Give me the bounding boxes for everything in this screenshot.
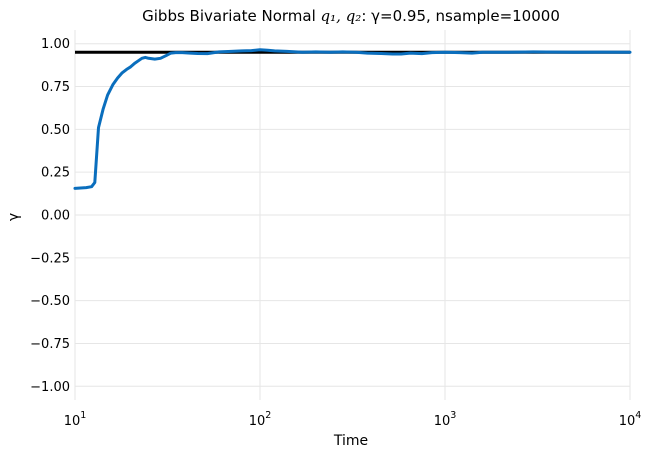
x-tick-label: 101	[64, 410, 87, 429]
y-tick-label: 0.25	[41, 166, 70, 181]
tick-labels: 1.00 0.75 0.50 0.25 0.00 −0.25 −0.50 −0.75 −1.00…	[30, 37, 641, 429]
x-tick-label: 103	[434, 410, 457, 429]
grid-lines	[74, 30, 631, 400]
y-axis-label: γ	[6, 213, 22, 221]
y-tick-label: 1.00	[41, 37, 70, 52]
y-tick-label: 0.00	[41, 209, 70, 224]
chart-title-main: Gibbs Bivariate Normal	[142, 7, 316, 25]
y-tick-label: −0.75	[30, 337, 70, 352]
chart-title-suffix: : γ=0.95, nsample=10000	[361, 7, 560, 25]
chart-title-math: q₁, q₂	[321, 7, 362, 25]
y-tick-label: −1.00	[30, 380, 70, 395]
chart-title: Gibbs Bivariate Normal q₁, q₂: γ=0.95, n…	[142, 7, 560, 25]
x-tick-label: 102	[249, 410, 272, 429]
y-tick-label: 0.75	[41, 80, 70, 95]
x-axis-label: Time	[333, 433, 368, 449]
y-tick-label: 0.50	[41, 123, 70, 138]
y-tick-label: −0.50	[30, 294, 70, 309]
x-tick-label: 104	[619, 410, 642, 429]
series-layer	[73, 48, 632, 190]
y-tick-label: −0.25	[30, 251, 70, 266]
series-line	[73, 48, 632, 190]
